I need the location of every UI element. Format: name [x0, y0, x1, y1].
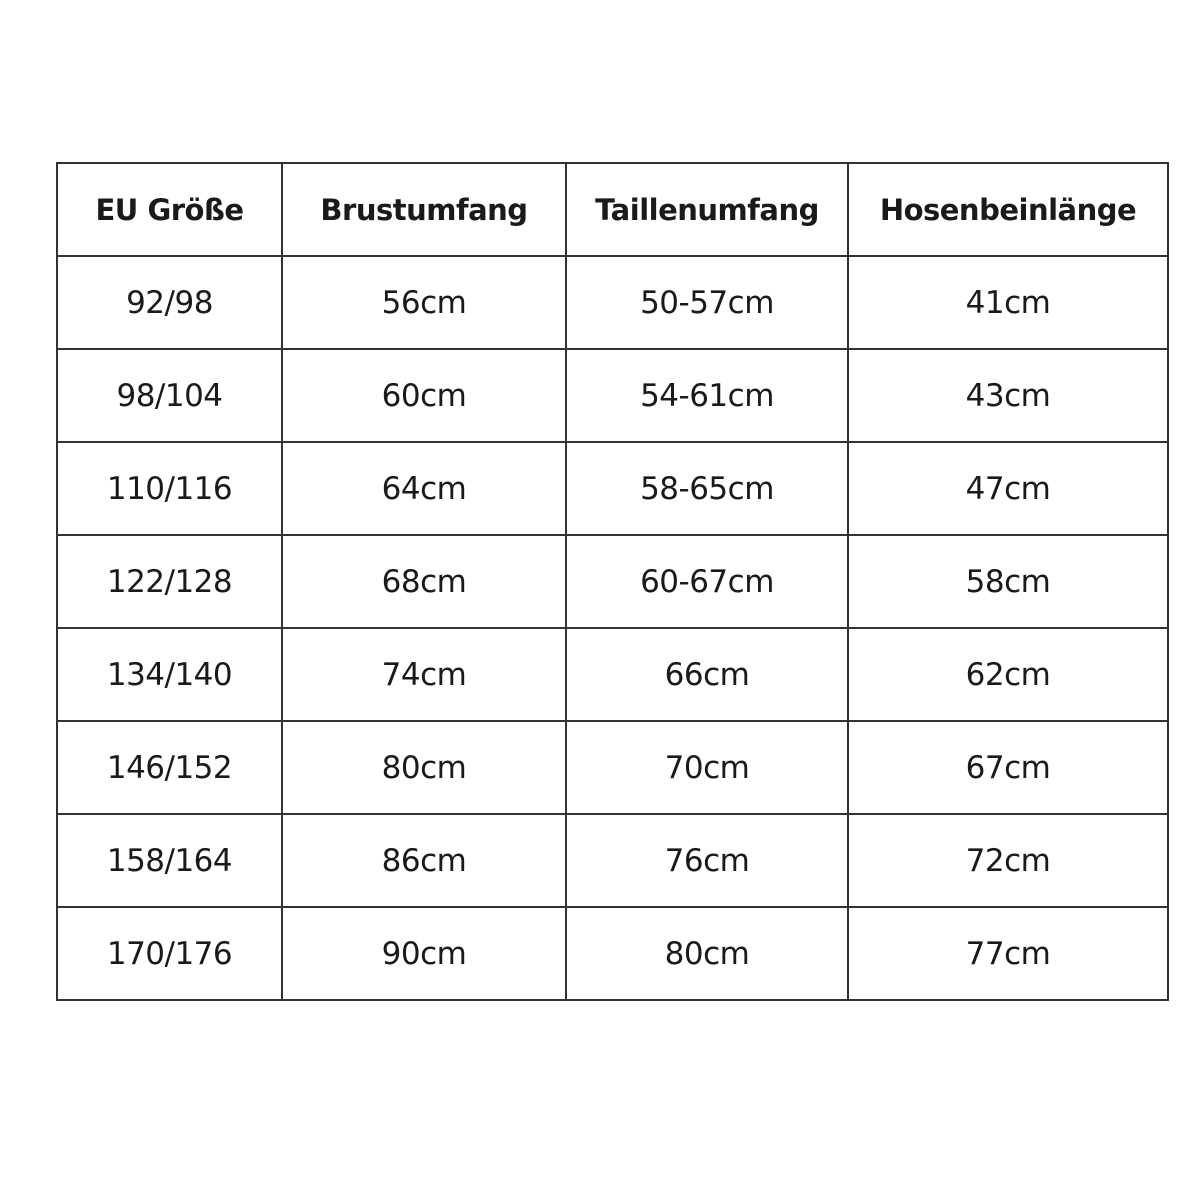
cell-waist: 60-67cm — [565, 534, 849, 629]
table-row: 122/128 68cm 60-67cm 58cm — [56, 534, 1169, 629]
cell-chest: 90cm — [281, 906, 567, 1001]
cell-inseam: 62cm — [847, 627, 1169, 722]
cell-waist: 76cm — [565, 813, 849, 908]
cell-eu-size: 110/116 — [56, 441, 283, 536]
cell-waist: 66cm — [565, 627, 849, 722]
table-row: 146/152 80cm 70cm 67cm — [56, 720, 1169, 815]
cell-eu-size: 92/98 — [56, 255, 283, 350]
cell-chest: 80cm — [281, 720, 567, 815]
cell-inseam: 43cm — [847, 348, 1169, 443]
cell-inseam: 47cm — [847, 441, 1169, 536]
cell-waist: 70cm — [565, 720, 849, 815]
cell-chest: 74cm — [281, 627, 567, 722]
table-row: 92/98 56cm 50-57cm 41cm — [56, 255, 1169, 350]
cell-eu-size: 98/104 — [56, 348, 283, 443]
cell-chest: 86cm — [281, 813, 567, 908]
size-chart-table: EU Größe Brustumfang Taillenumfang Hosen… — [56, 162, 1169, 1001]
cell-inseam: 77cm — [847, 906, 1169, 1001]
header-eu-size: EU Größe — [56, 162, 283, 257]
table-row: 110/116 64cm 58-65cm 47cm — [56, 441, 1169, 536]
header-row: EU Größe Brustumfang Taillenumfang Hosen… — [56, 162, 1169, 257]
cell-chest: 56cm — [281, 255, 567, 350]
cell-eu-size: 170/176 — [56, 906, 283, 1001]
table-row: 170/176 90cm 80cm 77cm — [56, 906, 1169, 1001]
header-waist: Taillenumfang — [565, 162, 849, 257]
cell-chest: 68cm — [281, 534, 567, 629]
cell-chest: 64cm — [281, 441, 567, 536]
cell-inseam: 58cm — [847, 534, 1169, 629]
table-row: 158/164 86cm 76cm 72cm — [56, 813, 1169, 908]
cell-chest: 60cm — [281, 348, 567, 443]
cell-eu-size: 158/164 — [56, 813, 283, 908]
cell-inseam: 41cm — [847, 255, 1169, 350]
cell-waist: 50-57cm — [565, 255, 849, 350]
cell-eu-size: 134/140 — [56, 627, 283, 722]
header-chest: Brustumfang — [281, 162, 567, 257]
cell-waist: 54-61cm — [565, 348, 849, 443]
cell-waist: 58-65cm — [565, 441, 849, 536]
header-inseam: Hosenbeinlänge — [847, 162, 1169, 257]
table-row: 134/140 74cm 66cm 62cm — [56, 627, 1169, 722]
cell-eu-size: 122/128 — [56, 534, 283, 629]
cell-inseam: 72cm — [847, 813, 1169, 908]
cell-inseam: 67cm — [847, 720, 1169, 815]
cell-eu-size: 146/152 — [56, 720, 283, 815]
table-row: 98/104 60cm 54-61cm 43cm — [56, 348, 1169, 443]
cell-waist: 80cm — [565, 906, 849, 1001]
